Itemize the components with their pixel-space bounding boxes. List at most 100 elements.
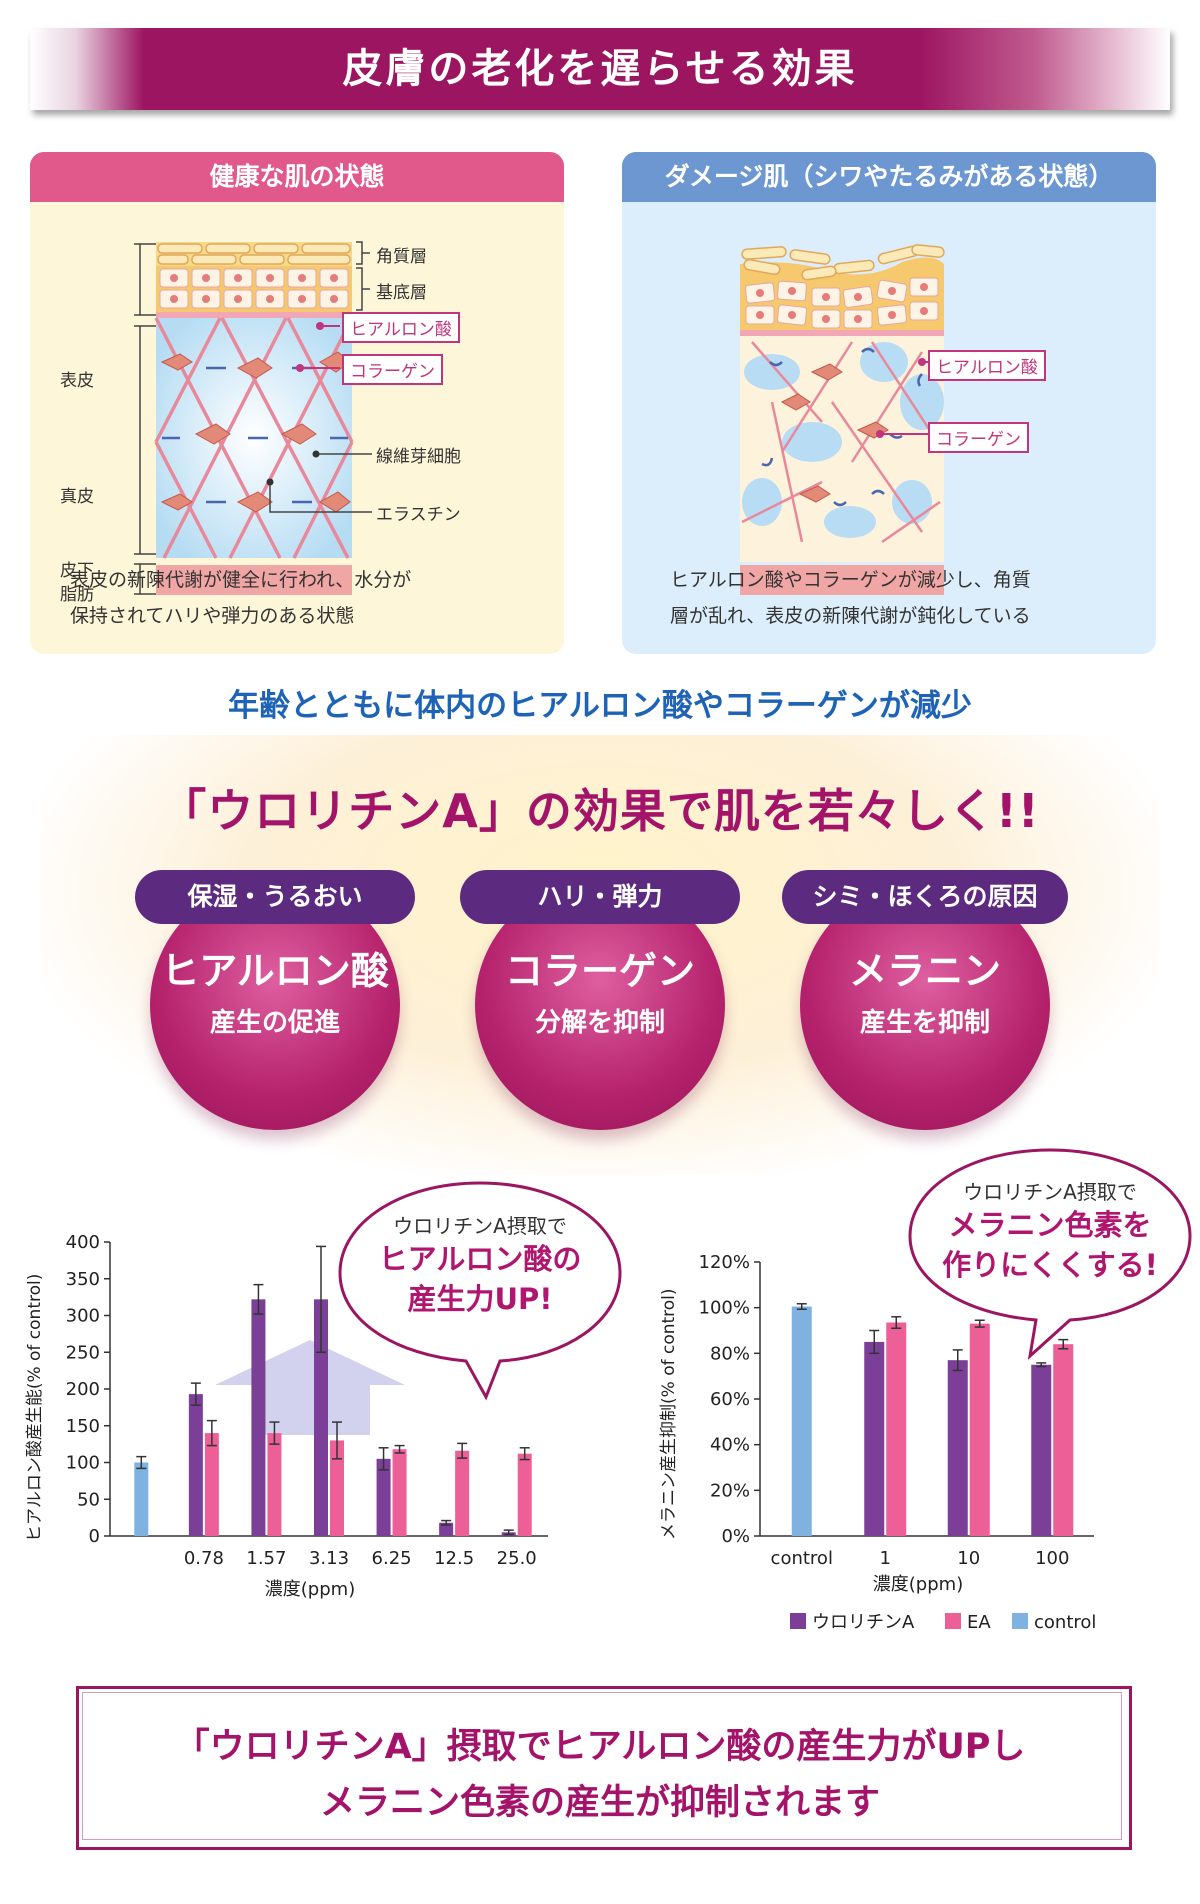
effect-pill-moisture: 保湿・うるおい <box>135 870 415 924</box>
right-chart-xlabel: 濃度(ppm) <box>873 1574 963 1595</box>
bar-ea <box>969 1323 990 1536</box>
x-tick-label: 6.25 <box>372 1548 412 1569</box>
healthy-skin-illustration <box>134 241 372 595</box>
bar-ea <box>1053 1344 1074 1536</box>
x-tick-label: 10 <box>957 1548 980 1569</box>
y-tick-label: 20% <box>710 1480 750 1501</box>
x-tick-label: 12.5 <box>434 1548 474 1569</box>
effect-sub-hyaluronic: 産生の促進 <box>209 1008 340 1038</box>
x-tick-label: 3.13 <box>309 1548 349 1569</box>
bar-urolithin <box>251 1299 266 1536</box>
healthy-desc-1: 表皮の新陳代謝が健全に行われ、水分が <box>70 569 412 591</box>
y-tick-label: 300 <box>66 1306 100 1327</box>
effect-sub-melanin: 産生を抑制 <box>859 1008 990 1038</box>
y-tick-label: 0% <box>721 1526 750 1547</box>
x-tick-label: 100 <box>1035 1548 1069 1569</box>
hyaluronic-chart: 0 50 100 150 200 250 300 350 400 0.78 1.57 3.13 6.25… <box>25 1232 548 1600</box>
effects-headline: 「ウロリチンA」の効果で肌を若々しく!! <box>160 784 1040 838</box>
y-tick-label: 80% <box>710 1343 750 1364</box>
dermis-collagen-network <box>154 317 354 559</box>
label-stratum-corneum: 角質層 <box>376 247 427 267</box>
effect-main-hyaluronic: ヒアルロン酸 <box>161 949 389 993</box>
y-tick-label: 200 <box>66 1379 100 1400</box>
subcutaneous-fat-layer <box>156 565 352 595</box>
callout-left-bubble <box>338 1181 622 1401</box>
damaged-desc-1: ヒアルロン酸やコラーゲンが減少し、角質 <box>670 569 1031 591</box>
effect-main-collagen: コラーゲン <box>504 949 695 993</box>
right-chart-ylabel: メラニン産生抑制(% of control) <box>659 1288 679 1540</box>
damaged-corneum-cells <box>741 244 945 281</box>
bar-ea <box>392 1449 407 1536</box>
conclusion-box-inner <box>82 1692 1122 1840</box>
bar-control <box>791 1306 812 1536</box>
callout-right-bubble <box>908 1148 1192 1360</box>
legend-swatch-control <box>1012 1613 1028 1629</box>
healthy-skin-panel: 健康な肌の状態 <box>30 152 564 654</box>
y-tick-label: 100% <box>699 1298 750 1319</box>
melanin-chart: 0% 20% 40% 60% 80% 100% 120% control 1 10 100 メラニン… <box>659 1252 1096 1633</box>
decline-message: 年齢とともに体内のヒアルロン酸やコラーゲンが減少 <box>228 688 972 724</box>
bar-ea <box>886 1322 907 1536</box>
healthy-skin-header: 健康な肌の状態 <box>30 152 564 202</box>
bar-ea <box>330 1440 344 1536</box>
effect-main-melanin: メラニン <box>848 949 1001 993</box>
legend-label-ea: EA <box>967 1612 991 1633</box>
legend-swatch-ea <box>945 1613 961 1629</box>
chart-legend: ウロリチンA EA control <box>790 1612 1096 1633</box>
bar-urolithin <box>947 1360 968 1536</box>
tag-collagen: コラーゲン <box>342 354 443 385</box>
legend-swatch-urolithin <box>790 1613 806 1629</box>
x-tick-label: 1.57 <box>246 1548 286 1569</box>
bar-urolithin <box>439 1522 454 1536</box>
x-tick-label: 25.0 <box>497 1548 537 1569</box>
bar-urolithin <box>864 1341 885 1536</box>
tag-hyaluronic: ヒアルロン酸 <box>342 312 460 343</box>
y-tick-label: 50 <box>77 1489 100 1510</box>
damaged-tag-collagen: コラーゲン <box>928 422 1029 453</box>
page-title: 皮膚の老化を遅らせる効果 <box>342 46 858 92</box>
y-tick-label: 250 <box>66 1342 100 1363</box>
label-epidermis: 表皮 <box>60 371 94 391</box>
title-banner: 皮膚の老化を遅らせる効果 <box>30 28 1170 110</box>
damaged-skin-panel: ダメージ肌（シワやたるみがある状態） <box>622 152 1156 654</box>
label-basal-layer: 基底層 <box>376 283 427 303</box>
label-subcutis-1: 皮下 <box>60 561 94 581</box>
effect-pill-elasticity: ハリ・弾力 <box>460 870 740 924</box>
healthy-desc-2: 保持されてハリや弾力のある状態 <box>70 605 355 627</box>
y-tick-label: 60% <box>710 1389 750 1410</box>
y-tick-label: 100 <box>66 1453 100 1474</box>
label-fibroblast: 線維芽細胞 <box>376 447 461 467</box>
damaged-tag-hyaluronic: ヒアルロン酸 <box>928 350 1046 381</box>
conclusion-box <box>76 1686 1132 1850</box>
y-tick-label: 150 <box>66 1416 100 1437</box>
y-tick-label: 400 <box>66 1232 100 1253</box>
callout-left-line3: 産生力UP! <box>407 1282 553 1316</box>
callout-right-line3: 作りにくくする! <box>942 1248 1158 1282</box>
callout-left-line1: ウロリチンA摂取で <box>393 1214 567 1238</box>
legend-label-urolithin: ウロリチンA <box>812 1612 915 1633</box>
bar-ea <box>517 1453 532 1536</box>
bar-ea <box>204 1433 219 1536</box>
basal-layer-cells <box>156 266 352 318</box>
effect-sub-collagen: 分解を抑制 <box>534 1008 665 1038</box>
damaged-skin-illustration <box>740 244 946 595</box>
legend-label-control: control <box>1034 1612 1096 1633</box>
callout-left-line2: ヒアルロン酸の <box>378 1242 582 1276</box>
left-chart-xlabel: 濃度(ppm) <box>265 1579 355 1600</box>
bar-urolithin <box>1031 1364 1052 1536</box>
damaged-skin-header: ダメージ肌（シワやたるみがある状態） <box>622 152 1156 202</box>
damaged-fat-layer <box>740 565 944 595</box>
bar-ea <box>455 1450 470 1536</box>
label-elastin: エラスチン <box>376 505 461 525</box>
x-tick-label: control <box>771 1548 833 1569</box>
bar-urolithin <box>376 1458 391 1536</box>
stratum-corneum-cells <box>156 242 352 266</box>
pointer-dots <box>266 450 320 486</box>
damaged-desc-2: 層が乱れ、表皮の新陳代謝が鈍化している <box>670 605 1031 627</box>
x-tick-label: 0.78 <box>184 1548 224 1569</box>
bar-control <box>134 1462 149 1536</box>
y-tick-label: 40% <box>710 1435 750 1456</box>
y-tick-label: 350 <box>66 1269 100 1290</box>
conclusion-line2: メラニン色素の産生が抑制されます <box>319 1783 880 1823</box>
y-tick-label: 120% <box>699 1252 750 1273</box>
